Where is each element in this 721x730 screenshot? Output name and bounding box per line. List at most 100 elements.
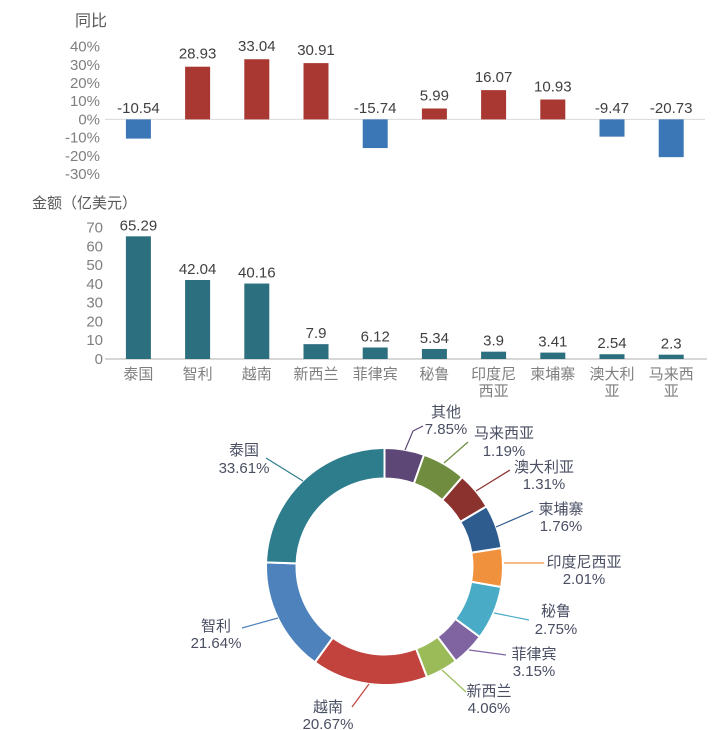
donut-leader-line (351, 683, 370, 708)
amount-bar-菲律宾 (362, 347, 388, 359)
yoy-bar-印度尼西亚 (481, 90, 507, 120)
donut-leader-line (241, 617, 279, 629)
amount-bar-秘鲁 (421, 348, 447, 359)
donut-label-name: 新西兰 (466, 683, 511, 700)
amount-category-label: 越南 (242, 366, 272, 383)
donut-label-percent: 1.19% (483, 443, 526, 460)
amount-value-label: 2.3 (661, 336, 682, 353)
donut-label-name: 其他 (431, 404, 461, 421)
amount-ytick-label: 0 (95, 351, 103, 368)
yoy-value-label: -15.74 (354, 100, 397, 117)
amount-ytick-label: 30 (86, 295, 103, 312)
amount-bar-马来西亚 (658, 354, 684, 359)
amount-ytick-label: 10 (86, 332, 103, 349)
donut-label-percent: 20.67% (303, 716, 354, 730)
yoy-bar-智利 (185, 66, 211, 120)
donut-label-percent: 33.61% (219, 460, 270, 477)
donut-label-percent: 2.75% (535, 621, 578, 638)
yoy-bar-新西兰 (303, 63, 329, 120)
amount-ytick-label: 40 (86, 276, 103, 293)
donut-label-percent: 4.06% (468, 700, 511, 717)
donut-label-name: 柬埔寨 (538, 500, 583, 518)
yoy-bar-菲律宾 (362, 119, 388, 149)
amount-bar-智利 (185, 280, 211, 359)
amount-category-label: 新西兰 (293, 366, 338, 383)
amount-category-label: 印度尼 (471, 366, 516, 383)
donut-label-percent: 1.31% (523, 476, 566, 493)
amount-category-label: 西亚 (479, 383, 509, 400)
amount-value-label: 3.41 (538, 334, 567, 351)
donut-label-name: 泰国 (229, 442, 259, 459)
amount-bar-柬埔寨 (540, 352, 566, 359)
yoy-value-label: 10.93 (534, 78, 572, 95)
amount-value-label: 7.9 (306, 325, 327, 342)
amount-value-label: 40.16 (238, 265, 276, 282)
donut-leader-line (475, 469, 511, 492)
yoy-value-label: -10.54 (117, 100, 160, 117)
amount-chart-title: 金额（亿美元） (32, 195, 138, 212)
amount-ytick-label: 60 (86, 238, 103, 255)
donut-label-percent: 2.01% (563, 571, 606, 588)
donut-slice-印度尼西亚 (470, 546, 504, 589)
yoy-ytick-label: 0% (78, 111, 100, 128)
donut-leader-line (493, 612, 530, 621)
yoy-bar-秘鲁 (421, 108, 447, 120)
donut-label-percent: 7.85% (425, 421, 468, 438)
amount-value-label: 2.54 (597, 335, 626, 352)
yoy-bar-柬埔寨 (540, 99, 566, 120)
amount-value-label: 3.9 (483, 333, 504, 350)
amount-value-label: 42.04 (179, 261, 217, 278)
donut-label-percent: 21.64% (191, 635, 242, 652)
yoy-value-label: 16.07 (475, 69, 513, 86)
donut-slice-智利 (265, 561, 335, 664)
yoy-ytick-label: 30% (70, 57, 100, 74)
amount-category-label: 亚 (664, 383, 679, 400)
amount-category-label: 泰国 (123, 366, 153, 383)
yoy-value-label: -9.47 (595, 100, 629, 117)
yoy-ytick-label: 40% (70, 39, 100, 56)
yoy-chart-title: 同比 (75, 13, 108, 30)
donut-label-percent: 3.15% (513, 663, 556, 680)
donut-label-percent: 1.76% (540, 518, 583, 535)
amount-category-label: 秘鲁 (419, 366, 449, 383)
amount-ytick-label: 70 (86, 219, 103, 236)
donut-label-name: 秘鲁 (541, 603, 571, 620)
amount-category-label: 澳大利 (589, 366, 634, 383)
donut-leader-line (441, 669, 467, 693)
donut-label-name: 智利 (201, 617, 231, 635)
yoy-value-label: 33.04 (238, 38, 276, 55)
yoy-bar-越南 (244, 59, 270, 120)
donut-slice-泰国 (265, 446, 386, 565)
yoy-ytick-label: -20% (65, 148, 100, 165)
amount-category-label: 亚 (604, 383, 619, 400)
donut-label-name: 马来西亚 (474, 425, 534, 442)
yoy-bar-chart: 40%30%20%10%0% -10%-20%-30% -10.54 28.93 33.… (65, 38, 705, 183)
donut-leader-line (468, 649, 507, 656)
amount-category-label: 智利 (183, 365, 213, 383)
yoy-bar-马来西亚 (658, 119, 684, 158)
amount-bar-泰国 (125, 236, 151, 359)
donut-leader-line (443, 441, 469, 464)
amount-category-label: 马来西 (649, 366, 694, 383)
donut-label-name: 澳大利亚 (514, 459, 574, 476)
amount-value-label: 6.12 (361, 329, 390, 346)
amount-ytick-label: 20 (86, 313, 103, 330)
yoy-value-label: 28.93 (179, 46, 217, 63)
amount-bar-越南 (244, 283, 270, 359)
yoy-bar-澳大利亚 (599, 119, 625, 137)
amount-category-label: 柬埔寨 (530, 365, 575, 383)
yoy-ytick-label: -30% (65, 166, 100, 183)
donut-leader-line (404, 425, 424, 451)
amount-value-label: 65.29 (120, 217, 158, 234)
amount-category-label: 菲律宾 (353, 366, 398, 383)
amount-bar-澳大利亚 (599, 354, 625, 359)
yoy-value-label: -20.73 (650, 100, 693, 117)
donut-leader-line (265, 457, 304, 482)
yoy-bar-泰国 (125, 119, 151, 139)
yoy-ytick-label: 10% (70, 93, 100, 110)
yoy-ytick-label: 20% (70, 75, 100, 92)
yoy-value-label: 30.91 (297, 42, 335, 59)
amount-value-label: 5.34 (420, 330, 449, 347)
